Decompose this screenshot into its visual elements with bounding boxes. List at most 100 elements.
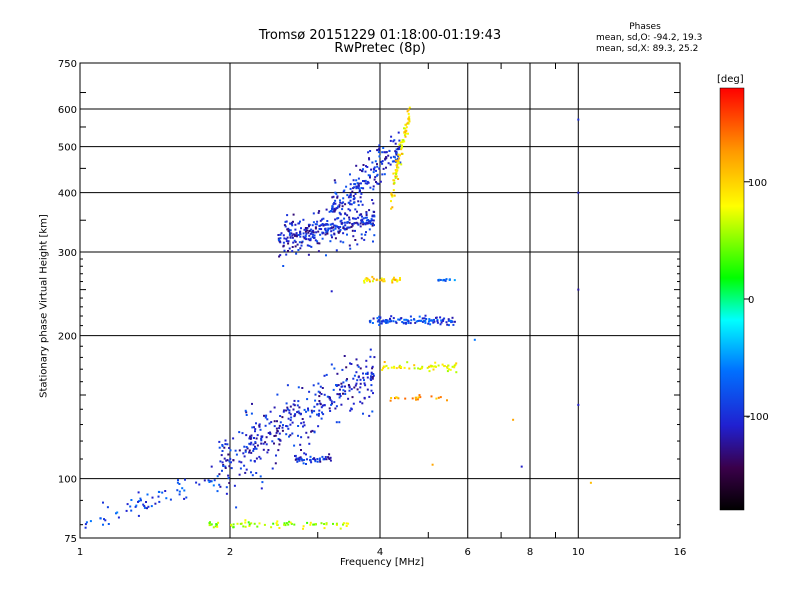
echo-point [367, 181, 370, 184]
echo-point [411, 397, 414, 400]
echo-point [394, 175, 397, 178]
echo-point [258, 425, 261, 428]
echo-point [292, 408, 295, 411]
echo-point [258, 455, 261, 458]
echo-point [254, 447, 257, 450]
echo-point [312, 212, 315, 215]
echo-point [296, 411, 299, 414]
echo-point [423, 317, 426, 320]
echo-point [283, 224, 286, 227]
echo-point [300, 436, 303, 439]
echo-point [447, 324, 450, 327]
echo-point [294, 454, 297, 457]
echo-point [317, 414, 320, 417]
echo-point [437, 279, 440, 282]
echo-point [346, 378, 348, 381]
echo-point [335, 249, 338, 252]
echo-point [210, 523, 213, 526]
echo-point [158, 500, 161, 503]
echo-point [302, 525, 305, 528]
echo-point [400, 148, 403, 151]
echo-point [404, 397, 407, 400]
echo-point [352, 179, 355, 182]
echo-point [377, 148, 380, 151]
echo-point [293, 414, 296, 417]
echo-point [312, 221, 315, 224]
echo-point [346, 226, 349, 229]
echo-point [353, 183, 356, 186]
echo-point [342, 241, 345, 244]
echo-point [359, 400, 362, 403]
echo-point [317, 211, 320, 214]
echo-point [275, 522, 278, 525]
echo-point [107, 523, 110, 525]
echo-point [245, 414, 248, 416]
echo-point [279, 241, 282, 244]
echo-point [371, 280, 374, 283]
colorbar-gradient [719, 87, 745, 511]
echo-point [436, 321, 439, 324]
echo-point [372, 317, 375, 320]
echo-point [352, 222, 355, 225]
x-tick-label: 2 [227, 547, 233, 558]
echo-point [224, 439, 227, 442]
echo-point [577, 288, 580, 291]
echo-point [304, 237, 307, 240]
echo-point [372, 373, 375, 375]
echo-point [293, 239, 296, 242]
echo-point [218, 440, 221, 443]
echo-point [296, 460, 299, 463]
echo-point [221, 469, 223, 472]
echo-point [392, 172, 395, 175]
echo-point [244, 409, 247, 412]
echo-point [308, 442, 311, 445]
echo-point [130, 499, 133, 501]
echo-point [324, 227, 327, 230]
echo-point [390, 315, 393, 318]
echo-point [317, 250, 320, 253]
echo-point [297, 410, 300, 413]
echo-point [240, 461, 243, 464]
echo-point [372, 171, 375, 174]
echo-point [398, 366, 401, 369]
echo-point [250, 412, 253, 415]
echo-point [288, 520, 291, 523]
echo-point [316, 460, 319, 463]
echo-point [294, 245, 297, 248]
echo-point [396, 158, 399, 160]
echo-point [340, 403, 343, 406]
echo-point [400, 144, 403, 147]
echo-point [357, 182, 360, 185]
echo-point [362, 223, 365, 226]
echo-point [359, 196, 362, 199]
echo-point [397, 131, 400, 134]
echo-point [309, 232, 312, 235]
echo-point [378, 144, 381, 147]
echo-point [339, 212, 342, 215]
echo-point [296, 404, 299, 407]
echo-point [343, 189, 346, 192]
echo-point [365, 231, 367, 234]
echo-point [278, 424, 281, 427]
echo-point [378, 324, 381, 326]
echo-point [520, 465, 523, 468]
echo-point [143, 506, 146, 509]
echo-point [320, 228, 323, 231]
echo-point [340, 222, 343, 225]
echo-point [437, 364, 440, 367]
echo-point [129, 505, 132, 508]
echo-point [279, 421, 282, 424]
echo-point [286, 425, 289, 428]
echo-point [207, 479, 210, 482]
echo-point [364, 384, 367, 387]
echo-point [209, 521, 211, 524]
echo-point [161, 491, 164, 494]
echo-point [359, 367, 362, 370]
echo-point [139, 497, 142, 500]
echo-point [354, 217, 357, 220]
echo-point [334, 407, 337, 410]
echo-point [319, 403, 322, 406]
echo-point [353, 217, 356, 220]
echo-point [364, 182, 367, 185]
echo-point [398, 139, 401, 142]
